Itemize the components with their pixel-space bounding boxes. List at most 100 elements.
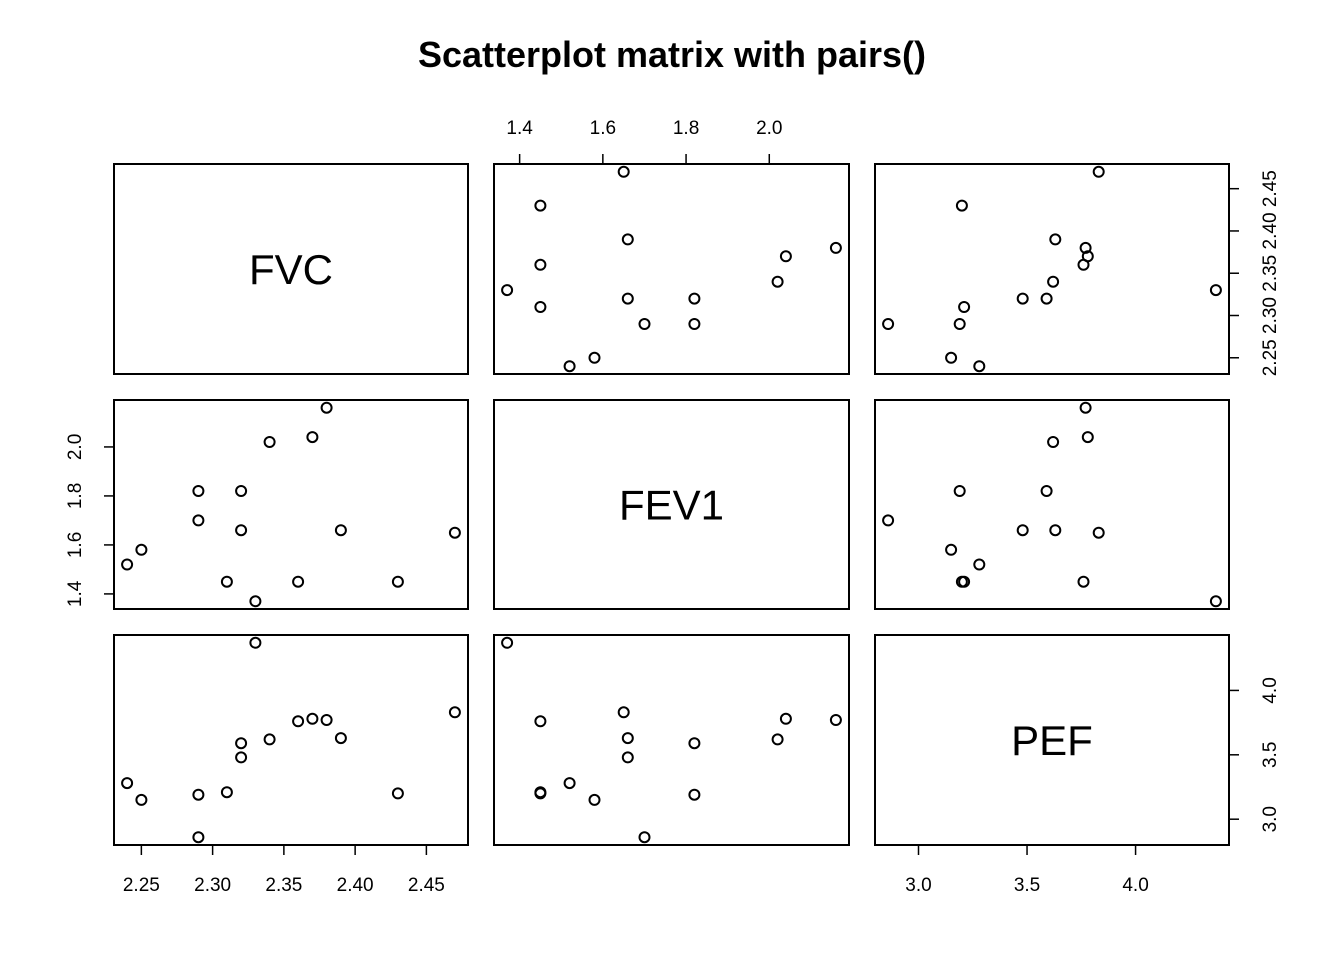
data-point [263, 436, 276, 448]
data-point [1040, 485, 1053, 497]
data-point [1047, 275, 1060, 288]
data-point [534, 199, 547, 212]
data-point [621, 732, 634, 745]
data-point [973, 558, 986, 571]
data-point [320, 714, 333, 726]
data-point [953, 318, 966, 330]
data-point [1077, 575, 1090, 588]
data-point [501, 636, 514, 649]
panel-frame [493, 399, 850, 610]
data-point [334, 732, 347, 745]
data-point [292, 575, 305, 588]
panel-frame [874, 399, 1230, 610]
tick-label: 1.8 [673, 118, 699, 139]
tick-label: 2.30 [194, 875, 231, 896]
data-point [588, 793, 601, 806]
data-point [779, 250, 792, 263]
data-point [249, 595, 262, 608]
data-point [688, 292, 701, 305]
data-point [1092, 526, 1105, 539]
tick-label: 4.0 [1260, 677, 1281, 703]
tick-label: 3.0 [1260, 806, 1281, 832]
data-point [563, 777, 576, 790]
data-point [882, 514, 895, 527]
data-point [121, 777, 134, 790]
tick-label: 3.5 [1014, 875, 1040, 896]
data-point [688, 318, 701, 330]
panel-fev1-vs-fvc [113, 399, 469, 610]
data-point [292, 715, 305, 728]
panel-frame [493, 634, 850, 846]
data-point [1079, 401, 1092, 414]
data-point [779, 712, 792, 725]
data-point [621, 233, 634, 246]
data-point [638, 318, 651, 330]
data-point [829, 241, 842, 254]
data-point [688, 788, 701, 801]
data-point [1081, 431, 1094, 444]
data-point [771, 733, 784, 746]
panel-frame [113, 163, 469, 375]
data-point [771, 275, 784, 288]
data-point [263, 733, 276, 746]
tick-label: 2.25 [123, 875, 160, 896]
y-axis-pef: 3.0 3.5 4.0 [1228, 677, 1281, 832]
data-point [955, 575, 968, 588]
data-point [563, 360, 576, 373]
data-point [306, 712, 319, 725]
data-point [617, 165, 630, 178]
data-point [121, 558, 134, 571]
data-point [973, 360, 986, 373]
data-point [1092, 165, 1105, 178]
data-point [391, 575, 404, 588]
data-point [192, 788, 205, 801]
tick-label: 1.6 [65, 532, 86, 558]
x-axis-fev1: 1.4 1.6 1.8 2.0 [506, 118, 782, 165]
data-point [1016, 524, 1029, 537]
data-point [1079, 241, 1092, 254]
data-point [588, 351, 601, 364]
tick-label: 1.4 [65, 580, 86, 607]
tick-label: 4.0 [1122, 875, 1148, 896]
tick-label: 2.35 [265, 875, 302, 896]
data-point [958, 301, 971, 313]
x-axis-fvc: 2.25 2.30 2.35 2.40 2.45 [123, 844, 445, 896]
chart-title: Scatterplot matrix with pairs() [417, 34, 927, 75]
data-point [235, 524, 248, 537]
y-axis-fev1: 1.4 1.6 1.8 2.0 [65, 434, 115, 607]
diagonal-label-fev1: FEV1 [619, 482, 724, 529]
tick-label: 1.8 [65, 483, 86, 509]
data-point [501, 284, 514, 297]
data-point [334, 524, 347, 537]
panel-pef-vs-fvc [113, 634, 469, 846]
data-point [448, 706, 461, 719]
data-point [953, 485, 966, 497]
data-point [1081, 250, 1094, 263]
tick-label: 2.25 [1260, 339, 1281, 376]
data-point [621, 751, 634, 764]
tick-label: 1.6 [590, 118, 616, 139]
data-point [192, 514, 205, 527]
data-point [688, 737, 701, 750]
panel-fvc-vs-fev1 [493, 163, 850, 375]
panel-frame [874, 163, 1230, 375]
data-point [638, 831, 651, 844]
tick-label: 2.0 [65, 434, 86, 460]
data-point [1049, 233, 1062, 246]
x-axis-pef: 3.0 3.5 4.0 [905, 844, 1149, 896]
data-point [1209, 284, 1222, 297]
data-point [945, 351, 958, 364]
diagonal-label-pef: PEF [1011, 717, 1093, 764]
tick-label: 2.45 [1260, 170, 1281, 207]
data-point [235, 751, 248, 764]
data-point [249, 636, 262, 649]
panel-fvc-vs-pef [874, 163, 1230, 375]
diagonal-label-fvc: FVC [249, 246, 333, 293]
tick-label: 3.5 [1260, 742, 1281, 768]
data-point [192, 831, 205, 844]
data-point [617, 706, 630, 719]
tick-label: 2.30 [1260, 297, 1281, 334]
tick-label: 2.40 [337, 875, 374, 896]
data-point [1209, 595, 1222, 608]
